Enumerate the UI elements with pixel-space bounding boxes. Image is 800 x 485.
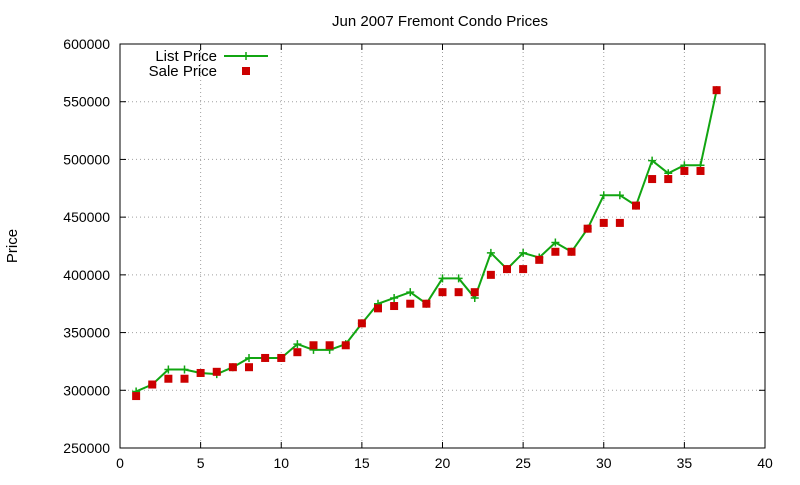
- list-price-point: [293, 340, 302, 349]
- series: [132, 86, 721, 401]
- sale-price-point: [438, 288, 447, 297]
- sale-price-point: [454, 288, 463, 297]
- axis-ticks: 0 5 10 15 20 25 30 35 40 250000 300000 350000 400000…: [63, 36, 773, 471]
- x-tick-label: 5: [197, 455, 205, 471]
- sale-price-point: [196, 368, 205, 377]
- sale-price-point: [664, 175, 673, 184]
- grid: [120, 44, 765, 448]
- sale-price-point: [632, 201, 640, 210]
- sale-price-point: [486, 270, 495, 279]
- sale-price-point: [277, 353, 286, 362]
- y-tick-label: 350000: [63, 325, 110, 341]
- y-tick-label: 500000: [63, 151, 110, 167]
- list-price-point: [164, 365, 173, 374]
- x-tick-label: 10: [273, 455, 289, 471]
- sale-price-point: [648, 175, 657, 184]
- x-tick-label: 35: [677, 455, 693, 471]
- sale-price-point: [357, 319, 366, 328]
- sale-price-point: [325, 341, 334, 350]
- x-tick-label: 15: [354, 455, 370, 471]
- x-tick-label: 0: [116, 455, 124, 471]
- y-tick-label: 450000: [63, 209, 110, 225]
- sale-price-point: [519, 265, 528, 274]
- sale-price-point: [164, 374, 173, 383]
- sale-price-point: [712, 86, 721, 95]
- legend-label-list-price: List Price: [155, 48, 217, 65]
- y-tick-label: 400000: [63, 267, 110, 283]
- sale-price-point: [228, 363, 237, 372]
- sale-price-point: [680, 166, 689, 175]
- sale-price-point: [261, 353, 270, 362]
- y-tick-label: 300000: [63, 382, 110, 398]
- sale-price-point: [503, 265, 511, 274]
- sale-price-point: [551, 247, 560, 256]
- plot-area-border: [119, 43, 766, 449]
- list-price-point: [648, 156, 657, 165]
- list-price-point: [551, 238, 560, 247]
- chart-title: Jun 2007 Fremont Condo Prices: [332, 13, 548, 30]
- y-tick-label: 600000: [63, 36, 110, 52]
- sale-price-point: [212, 367, 221, 376]
- sale-price-point: [245, 363, 253, 372]
- list-price-point: [390, 293, 399, 302]
- list-price-point: [486, 248, 495, 257]
- list-price-point: [615, 191, 624, 200]
- sale-price-point: [180, 374, 189, 383]
- list-price-point: [599, 191, 608, 200]
- sale-price-point: [341, 341, 350, 350]
- list-price-line: [135, 89, 718, 393]
- sale-price-point: [422, 299, 431, 308]
- sale-price-point: [148, 380, 157, 389]
- list-price-point: [406, 288, 415, 297]
- sale-price-point: [132, 392, 141, 401]
- y-tick-label: 550000: [63, 94, 110, 110]
- sale-price-point: [599, 218, 608, 227]
- list-price-point: [454, 274, 463, 283]
- sale-price-point: [583, 224, 592, 233]
- y-tick-label: 250000: [63, 440, 110, 456]
- sale-price-point: [374, 304, 382, 313]
- x-tick-label: 30: [596, 455, 612, 471]
- legend-marker-sale-price: [242, 67, 250, 75]
- list-price-point: [519, 248, 528, 257]
- sale-price-point: [567, 247, 576, 256]
- sale-price-point: [615, 218, 624, 227]
- x-tick-label: 40: [757, 455, 773, 471]
- list-price-point: [245, 353, 253, 362]
- sale-price-point: [309, 341, 318, 350]
- sale-price-point: [696, 166, 705, 175]
- y-axis-label: Price: [4, 229, 21, 263]
- x-tick-label: 25: [515, 455, 531, 471]
- legend-label-sale-price: Sale Price: [149, 63, 217, 80]
- sale-price-point: [390, 302, 399, 311]
- list-price-point: [438, 274, 447, 283]
- sale-price-point: [535, 255, 544, 264]
- legend-marker-list-price: [242, 52, 250, 60]
- sale-price-point: [470, 288, 479, 297]
- x-tick-label: 20: [435, 455, 451, 471]
- list-price-point: [180, 365, 189, 374]
- sale-price-point: [293, 348, 302, 357]
- sale-price-point: [406, 299, 415, 308]
